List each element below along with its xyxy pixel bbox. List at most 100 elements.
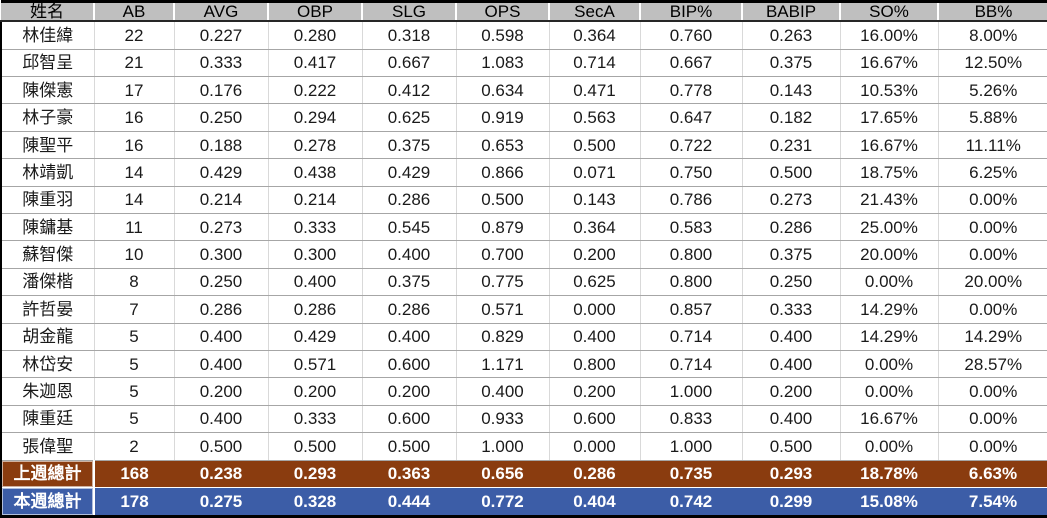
stat-cell[interactable]: 0.800 (549, 350, 641, 379)
stat-cell[interactable]: 0.400 (549, 323, 641, 351)
column-header-so[interactable]: SO% (839, 0, 938, 22)
stat-cell[interactable]: 0.500 (549, 131, 641, 160)
stat-cell[interactable]: 0.571 (268, 350, 363, 379)
player-name-cell[interactable]: 潘傑楷 (0, 268, 95, 297)
stat-cell[interactable]: 5 (94, 323, 175, 351)
stat-cell[interactable]: 12.50% (938, 49, 1047, 78)
stat-cell[interactable]: 16.00% (840, 21, 939, 50)
stat-cell[interactable]: 16.67% (840, 405, 939, 434)
column-header-[interactable]: 姓名 (1, 0, 94, 22)
stat-cell[interactable]: 0.775 (456, 268, 550, 297)
stat-cell[interactable]: 1.000 (456, 432, 550, 461)
stat-cell[interactable]: 0.600 (549, 405, 641, 434)
stat-cell[interactable]: 0.200 (362, 377, 457, 406)
stat-cell[interactable]: 0.429 (362, 158, 457, 187)
stat-cell[interactable]: 0.188 (174, 131, 269, 160)
stat-cell[interactable]: 0.600 (362, 405, 457, 434)
column-header-bip[interactable]: BIP% (639, 0, 742, 22)
stat-cell[interactable]: 0.400 (742, 405, 841, 434)
stat-cell[interactable]: 14.29% (938, 323, 1047, 351)
column-header-bb[interactable]: BB% (937, 0, 1047, 22)
stat-cell[interactable]: 11.11% (938, 131, 1047, 160)
stat-cell[interactable]: 0.00% (938, 240, 1047, 269)
stat-cell[interactable]: 0.545 (362, 213, 457, 242)
stat-cell[interactable]: 18.75% (840, 158, 939, 187)
stat-cell[interactable]: 0.250 (174, 103, 269, 132)
stat-cell[interactable]: 0.250 (174, 268, 269, 297)
total-stat-cell[interactable]: 0.656 (456, 460, 549, 488)
stat-cell[interactable]: 25.00% (840, 213, 939, 242)
total-label-cell[interactable]: 上週總計 (0, 460, 95, 488)
player-name-cell[interactable]: 張偉聖 (0, 432, 95, 461)
stat-cell[interactable]: 0.778 (640, 76, 743, 105)
stat-cell[interactable]: 0.583 (640, 213, 743, 242)
total-stat-cell[interactable]: 0.293 (268, 460, 362, 488)
stat-cell[interactable]: 0.375 (362, 268, 457, 297)
player-name-cell[interactable]: 許哲晏 (0, 295, 95, 324)
stat-cell[interactable]: 0.786 (640, 186, 743, 215)
stat-cell[interactable]: 0.375 (742, 49, 841, 78)
stat-cell[interactable]: 0.214 (268, 186, 363, 215)
stat-cell[interactable]: 0.800 (640, 268, 743, 297)
stat-cell[interactable]: 0.829 (456, 323, 550, 351)
stat-cell[interactable]: 0.667 (362, 49, 457, 78)
stat-cell[interactable]: 1.000 (640, 432, 743, 461)
stat-cell[interactable]: 20.00% (938, 268, 1047, 297)
stat-cell[interactable]: 0.667 (640, 49, 743, 78)
stat-cell[interactable]: 0.000 (549, 432, 641, 461)
stat-cell[interactable]: 0.143 (742, 76, 841, 105)
total-stat-cell[interactable]: 0.444 (362, 486, 456, 518)
stat-cell[interactable]: 6.25% (938, 158, 1047, 187)
total-stat-cell[interactable]: 178 (94, 486, 174, 518)
total-stat-cell[interactable]: 18.78% (840, 460, 938, 488)
stat-cell[interactable]: 0.600 (362, 350, 457, 379)
stat-cell[interactable]: 0.563 (549, 103, 641, 132)
total-stat-cell[interactable]: 6.63% (938, 460, 1047, 488)
stat-cell[interactable]: 0.417 (268, 49, 363, 78)
stat-cell[interactable]: 0.500 (268, 432, 363, 461)
stat-cell[interactable]: 0.722 (640, 131, 743, 160)
player-name-cell[interactable]: 林靖凱 (0, 158, 95, 187)
column-header-slg[interactable]: SLG (361, 0, 456, 22)
stat-cell[interactable]: 0.471 (549, 76, 641, 105)
stat-cell[interactable]: 11 (94, 213, 175, 242)
stat-cell[interactable]: 28.57% (938, 350, 1047, 379)
stat-cell[interactable]: 0.00% (938, 213, 1047, 242)
stat-cell[interactable]: 5 (94, 350, 175, 379)
stat-cell[interactable]: 0.750 (640, 158, 743, 187)
stat-cell[interactable]: 0.00% (840, 268, 939, 297)
stat-cell[interactable]: 14.29% (840, 295, 939, 324)
stat-cell[interactable]: 0.375 (742, 240, 841, 269)
total-stat-cell[interactable]: 15.08% (840, 486, 938, 518)
stat-cell[interactable]: 0.273 (742, 186, 841, 215)
stat-cell[interactable]: 5 (94, 405, 175, 434)
stat-cell[interactable]: 5.88% (938, 103, 1047, 132)
total-stat-cell[interactable]: 0.286 (549, 460, 640, 488)
column-header-obp[interactable]: OBP (267, 0, 362, 22)
stat-cell[interactable]: 0.400 (174, 323, 269, 351)
stat-cell[interactable]: 10.53% (840, 76, 939, 105)
stat-cell[interactable]: 0.933 (456, 405, 550, 434)
stat-cell[interactable]: 0.273 (174, 213, 269, 242)
stat-cell[interactable]: 0.300 (174, 240, 269, 269)
total-stat-cell[interactable]: 0.363 (362, 460, 456, 488)
stat-cell[interactable]: 0.222 (268, 76, 363, 105)
stat-cell[interactable]: 16 (94, 103, 175, 132)
stat-cell[interactable]: 0.231 (742, 131, 841, 160)
total-stat-cell[interactable]: 0.404 (549, 486, 640, 518)
stat-cell[interactable]: 1.083 (456, 49, 550, 78)
stat-cell[interactable]: 0.278 (268, 131, 363, 160)
stat-cell[interactable]: 10 (94, 240, 175, 269)
stat-cell[interactable]: 0.200 (174, 377, 269, 406)
player-name-cell[interactable]: 林佳緯 (0, 21, 95, 50)
player-name-cell[interactable]: 邱智呈 (0, 49, 95, 78)
stat-cell[interactable]: 0.500 (362, 432, 457, 461)
stat-cell[interactable]: 1.000 (640, 377, 743, 406)
stat-cell[interactable]: 0.857 (640, 295, 743, 324)
stat-cell[interactable]: 14 (94, 158, 175, 187)
total-stat-cell[interactable]: 0.293 (742, 460, 840, 488)
stat-cell[interactable]: 0.400 (174, 350, 269, 379)
stat-cell[interactable]: 0.200 (549, 240, 641, 269)
stat-cell[interactable]: 5.26% (938, 76, 1047, 105)
stat-cell[interactable]: 0.412 (362, 76, 457, 105)
